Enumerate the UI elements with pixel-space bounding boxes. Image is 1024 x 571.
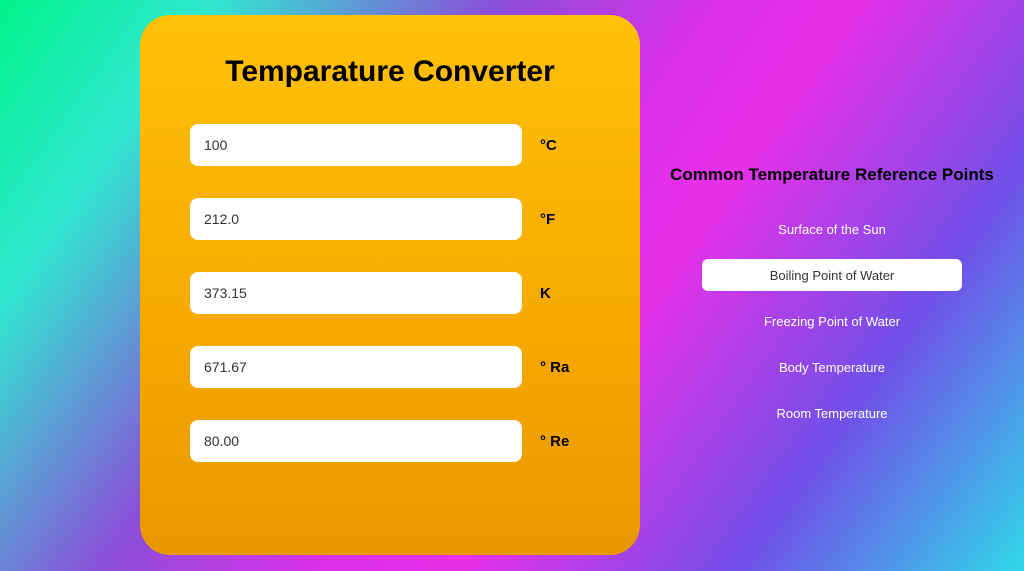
celsius-input[interactable] — [190, 124, 522, 166]
reaumur-unit-label: ° Re — [540, 433, 590, 450]
reference-item-room[interactable]: Room Temperature — [702, 397, 962, 429]
rankine-row: ° Ra — [190, 346, 590, 388]
celsius-row: °C — [190, 124, 590, 166]
rankine-input[interactable] — [190, 346, 522, 388]
converter-panel: Temparature Converter °C °F K ° Ra ° Re — [140, 15, 640, 555]
reference-item-sun[interactable]: Surface of the Sun — [702, 213, 962, 245]
fahrenheit-unit-label: °F — [540, 211, 590, 228]
reference-panel: Common Temperature Reference Points Surf… — [640, 0, 1024, 571]
reference-item-boiling[interactable]: Boiling Point of Water — [702, 259, 962, 291]
rankine-unit-label: ° Ra — [540, 359, 590, 376]
fahrenheit-row: °F — [190, 198, 590, 240]
reaumur-input[interactable] — [190, 420, 522, 462]
reaumur-row: ° Re — [190, 420, 590, 462]
reference-item-body[interactable]: Body Temperature — [702, 351, 962, 383]
celsius-unit-label: °C — [540, 137, 590, 154]
reference-heading: Common Temperature Reference Points — [670, 165, 994, 185]
kelvin-row: K — [190, 272, 590, 314]
kelvin-unit-label: K — [540, 285, 590, 302]
fahrenheit-input[interactable] — [190, 198, 522, 240]
kelvin-input[interactable] — [190, 272, 522, 314]
reference-item-freezing[interactable]: Freezing Point of Water — [702, 305, 962, 337]
page-title: Temparature Converter — [225, 55, 555, 89]
